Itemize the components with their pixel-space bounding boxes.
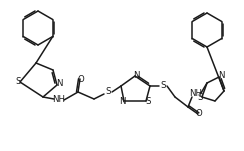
Text: N: N [119, 98, 125, 106]
Text: S: S [160, 82, 166, 90]
Text: N: N [218, 72, 224, 80]
Text: S: S [105, 87, 111, 96]
Text: N: N [56, 79, 62, 88]
Text: S: S [145, 98, 151, 106]
Text: NH: NH [52, 95, 65, 104]
Text: S: S [197, 93, 203, 101]
Text: O: O [196, 109, 202, 119]
Text: S: S [15, 77, 21, 87]
Text: NH: NH [190, 90, 203, 98]
Text: N: N [133, 71, 139, 79]
Text: O: O [78, 74, 84, 84]
